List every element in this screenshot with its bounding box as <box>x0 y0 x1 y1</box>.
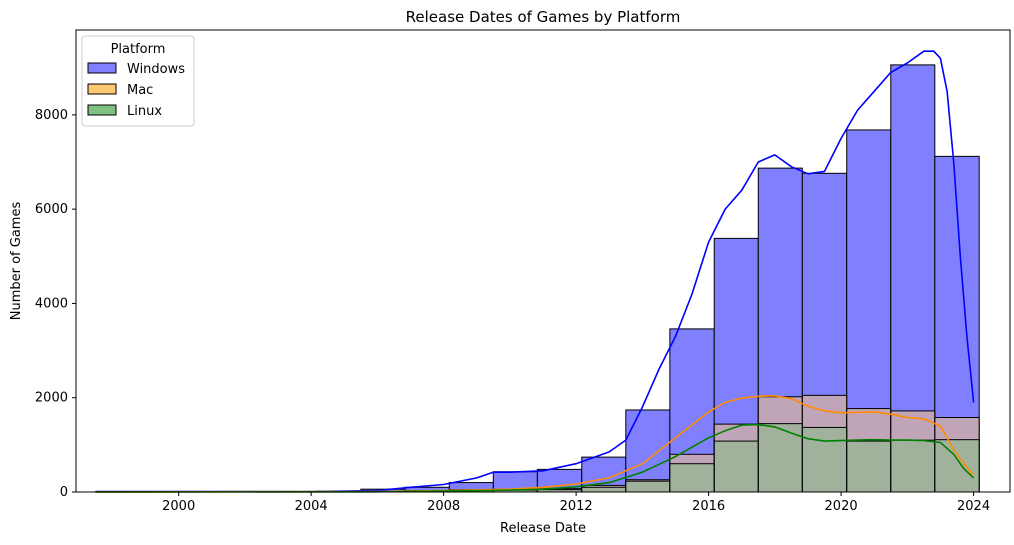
x-axis-label: Release Date <box>500 521 586 536</box>
legend-label-linux: Linux <box>127 104 162 119</box>
legend-label-windows: Windows <box>127 62 185 77</box>
y-tick-label-4000: 4000 <box>35 296 68 311</box>
x-tick-label-2016: 2016 <box>692 499 725 514</box>
x-tick-label-2004: 2004 <box>295 499 328 514</box>
legend-label-mac: Mac <box>127 83 153 98</box>
bar-linux-14 <box>713 440 759 493</box>
legend-title: Platform <box>111 42 166 57</box>
x-tick-label-2024: 2024 <box>957 499 990 514</box>
x-tick-label-2012: 2012 <box>560 499 593 514</box>
legend-swatch-mac <box>87 83 117 95</box>
bar-linux-12 <box>625 480 671 493</box>
axes-frame <box>75 29 1011 493</box>
y-tick-label-2000: 2000 <box>35 391 68 406</box>
kde-line-linux <box>95 423 975 493</box>
legend-swatch-linux <box>87 104 117 116</box>
legend-swatch-windows <box>87 62 117 74</box>
bar-linux-18 <box>890 439 936 493</box>
kde-line-mac <box>95 394 975 493</box>
legend: Platform Windows Mac Linux <box>81 35 195 127</box>
bar-linux-16 <box>801 426 848 493</box>
chart-title: Release Dates of Games by Platform <box>406 8 681 26</box>
kde-line-windows <box>95 50 975 493</box>
y-axis-label: Number of Games <box>9 202 24 321</box>
legend-box <box>81 35 195 127</box>
bar-windows-12 <box>625 409 671 493</box>
bar-linux-13 <box>669 463 715 493</box>
y-tick-label-8000: 8000 <box>35 108 68 123</box>
y-tick-label-0: 0 <box>60 485 68 500</box>
x-tick-label-2008: 2008 <box>427 499 460 514</box>
x-tick-label-2020: 2020 <box>825 499 858 514</box>
bar-linux-17 <box>846 440 892 493</box>
x-tick-label-2000: 2000 <box>162 499 195 514</box>
bar-linux-19 <box>934 439 980 493</box>
y-tick-label-6000: 6000 <box>35 202 68 217</box>
axis-ticks: 2000 2004 2008 2012 2016 2020 2024 0 2000 4000 600… <box>35 108 990 514</box>
bar-linux-11 <box>581 486 627 493</box>
